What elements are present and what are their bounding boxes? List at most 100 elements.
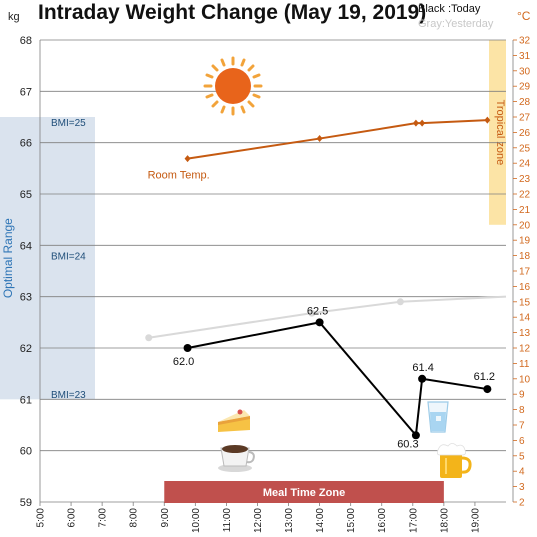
y-right-tick-label: 14 (519, 313, 531, 324)
tropical-zone-band (489, 40, 506, 225)
bmi-label-23: BMI=23 (51, 390, 86, 401)
x-tick-label: 9:00 (160, 508, 171, 528)
y-right-tick-label: 23 (519, 174, 531, 185)
x-tick-label: 14:00 (315, 508, 326, 533)
y-right-unit: °C (517, 9, 531, 23)
x-tick-label: 7:00 (98, 508, 109, 528)
y-right-tick-label: 30 (519, 66, 531, 77)
room-temp-point (484, 116, 491, 124)
room-temp-label: Room Temp. (148, 170, 210, 182)
sun-icon (203, 56, 263, 116)
y-right-tick-label: 2 (519, 498, 525, 509)
today-point (418, 374, 427, 383)
room-temp-line (187, 119, 488, 160)
today-point (183, 344, 192, 352)
x-tick-label: 11:00 (222, 508, 233, 533)
room-temp-point (316, 135, 323, 143)
today-data-label: 61.2 (474, 371, 495, 383)
x-tick-label: 15:00 (346, 508, 357, 533)
today-data-label: 62.0 (173, 356, 194, 368)
y-right-tick-label: 11 (519, 359, 530, 370)
x-axis-ticks: 5:00 6:00 7:00 8:00 9:00 10:00 11:00 12:00 13:00… (36, 502, 481, 533)
y-left-tick-label: 63 (20, 292, 32, 304)
yesterday-point (308, 309, 316, 317)
series-yesterday (145, 295, 507, 342)
today-point (411, 431, 420, 440)
yesterday-point (396, 298, 404, 306)
water-glass-icon (427, 401, 449, 433)
y-right-tick-label: 3 (519, 482, 525, 493)
room-temp-point (184, 155, 191, 163)
y-right-ticks: 2345678910111213141516171819202122232425… (513, 36, 531, 509)
y-right-tick-label: 32 (519, 36, 531, 47)
bmi-label-25: BMI=25 (51, 118, 86, 129)
y-right-tick-label: 28 (519, 97, 531, 108)
series-room-temp (184, 116, 491, 163)
y-right-tick-label: 9 (519, 390, 525, 401)
optimal-range-band (0, 117, 95, 400)
y-right-tick-label: 8 (519, 405, 525, 416)
y-right-tick-label: 15 (519, 297, 531, 308)
y-left-tick-label: 66 (20, 138, 32, 150)
y-left-tick-label: 59 (20, 497, 32, 509)
y-left-tick-label: 60 (20, 446, 32, 458)
today-data-label: 60.3 (397, 438, 418, 450)
x-tick-label: 6:00 (67, 508, 78, 528)
y-right-tick-label: 20 (519, 220, 531, 231)
optimal-range-label: Optimal Range (1, 218, 15, 298)
y-right-tick-label: 12 (519, 344, 531, 355)
yesterday-point (145, 334, 153, 342)
today-data-label: 62.5 (307, 305, 328, 317)
x-tick-label: 19:00 (470, 508, 481, 533)
today-data-label: 61.4 (412, 362, 433, 374)
chart-title: Intraday Weight Change (May 19, 2019) (38, 1, 426, 24)
y-right-tick-label: 17 (519, 267, 531, 278)
y-left-unit: kg (8, 11, 20, 23)
y-right-tick-label: 22 (519, 190, 531, 201)
y-right-tick-label: 31 (519, 51, 531, 62)
beer-icon (436, 443, 472, 478)
x-tick-label: 16:00 (377, 508, 388, 533)
bmi-label-24: BMI=24 (51, 252, 86, 263)
y-right-tick-label: 26 (519, 128, 531, 139)
tropical-zone-label: Tropical zone (494, 100, 506, 166)
x-tick-label: 13:00 (284, 508, 295, 533)
y-right-tick-label: 4 (519, 467, 525, 478)
legend-today: Black :Today (418, 3, 481, 15)
x-tick-label: 10:00 (191, 508, 202, 533)
y-right-tick-label: 6 (519, 436, 525, 447)
y-right-tick-label: 10 (519, 374, 531, 385)
today-point (483, 385, 492, 394)
y-left-tick-label: 68 (20, 35, 32, 47)
meal-time-zone-label: Meal Time Zone (263, 487, 345, 499)
y-right-tick-label: 18 (519, 251, 531, 262)
y-left-tick-label: 65 (20, 189, 32, 201)
y-right-tick-label: 16 (519, 282, 531, 293)
y-right-tick-label: 21 (519, 205, 531, 216)
today-point (315, 318, 324, 327)
room-temp-point (412, 119, 419, 127)
y-right-tick-label: 13 (519, 328, 531, 339)
x-tick-label: 8:00 (129, 508, 140, 528)
coffee-icon (218, 445, 255, 472)
y-left-tick-label: 67 (20, 86, 32, 98)
x-tick-label: 12:00 (253, 508, 264, 533)
x-tick-label: 18:00 (439, 508, 450, 533)
y-left-ticks: 59 60 61 62 63 64 65 66 67 68 (20, 35, 32, 509)
y-left-tick-label: 61 (20, 394, 32, 406)
y-left-tick-label: 64 (20, 240, 32, 252)
y-right-tick-label: 25 (519, 143, 531, 154)
y-right-tick-label: 7 (519, 421, 525, 432)
x-tick-label: 17:00 (408, 508, 419, 533)
y-right-tick-label: 27 (519, 113, 531, 124)
meal-time-zone-bar (164, 481, 444, 503)
series-today: 62.0 62.5 60.3 61.4 61.2 (173, 305, 495, 450)
yesterday-line (148, 295, 507, 339)
y-right-tick-label: 19 (519, 236, 531, 247)
y-right-tick-label: 24 (519, 159, 531, 170)
y-right-tick-label: 5 (519, 451, 525, 462)
y-right-tick-label: 29 (519, 82, 531, 93)
legend-yesterday: Gray:Yesterday (418, 18, 494, 30)
y-left-tick-label: 62 (20, 343, 32, 355)
